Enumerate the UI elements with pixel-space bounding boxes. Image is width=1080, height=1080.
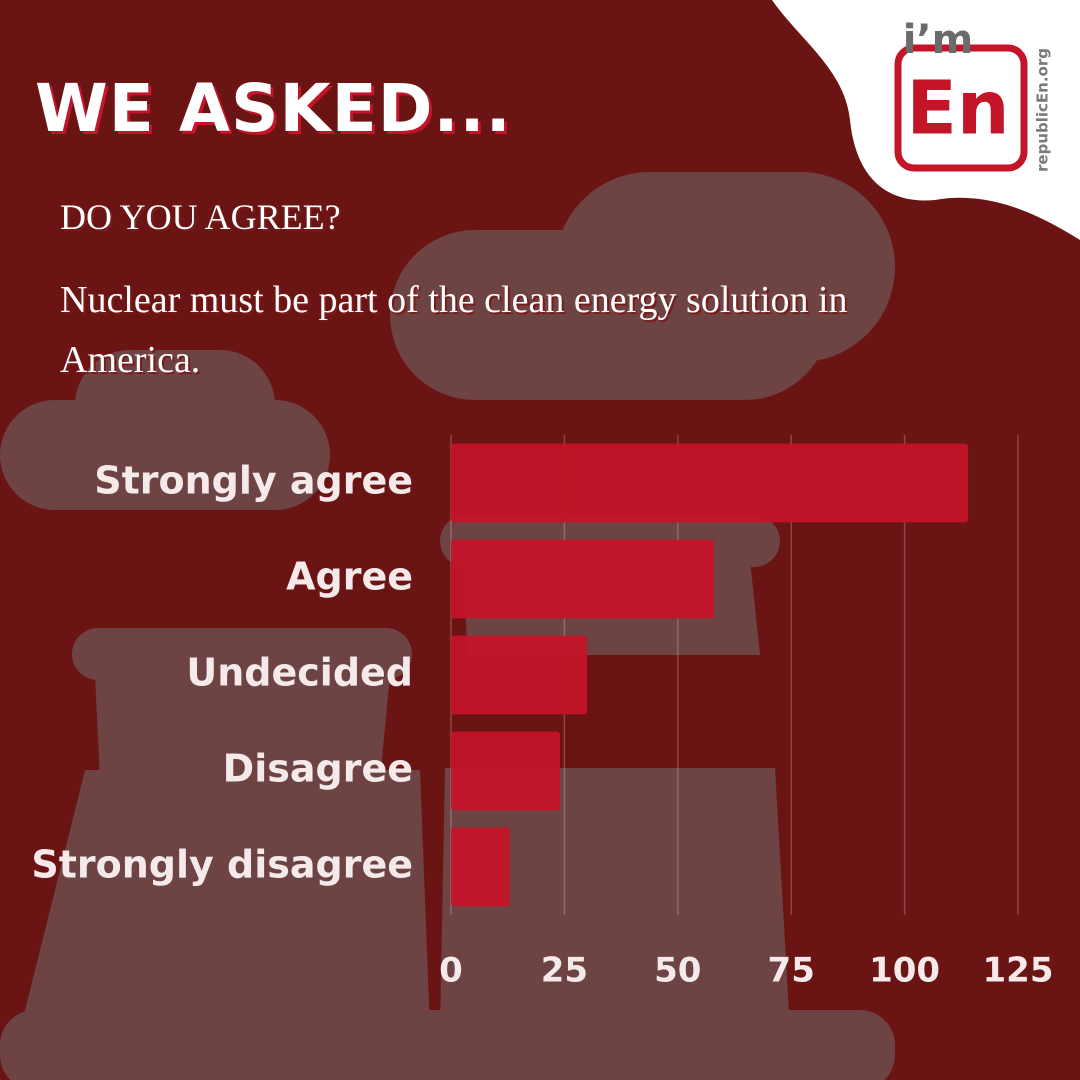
logo-top: i’m [903,17,974,63]
y-tick-label: Strongly disagree [31,843,413,887]
bar [451,731,560,811]
bar [451,443,969,523]
question: Nuclear must be part of the clean energy… [60,279,848,381]
title: WE ASKED... [35,70,512,147]
x-tick-label: 75 [768,951,815,991]
x-tick-label: 0 [439,951,463,991]
y-tick-label: Undecided [186,651,413,695]
x-tick-label: 125 [983,951,1054,991]
bar [451,635,588,715]
bar [451,827,510,907]
logo-main: En [906,66,1009,152]
logo-url: republicEn.org [1034,48,1052,172]
x-tick-label: 50 [654,951,701,991]
x-tick-label: 25 [541,951,588,991]
bar [451,539,715,619]
y-tick-label: Agree [286,555,413,599]
y-tick-label: Disagree [223,747,413,791]
x-tick-label: 100 [869,951,940,991]
subtitle: DO YOU AGREE? [60,197,341,237]
y-tick-label: Strongly agree [94,459,413,503]
